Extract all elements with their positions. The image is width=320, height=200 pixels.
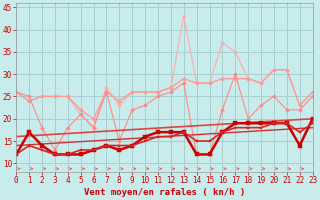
X-axis label: Vent moyen/en rafales ( kn/h ): Vent moyen/en rafales ( kn/h ) [84,188,245,197]
